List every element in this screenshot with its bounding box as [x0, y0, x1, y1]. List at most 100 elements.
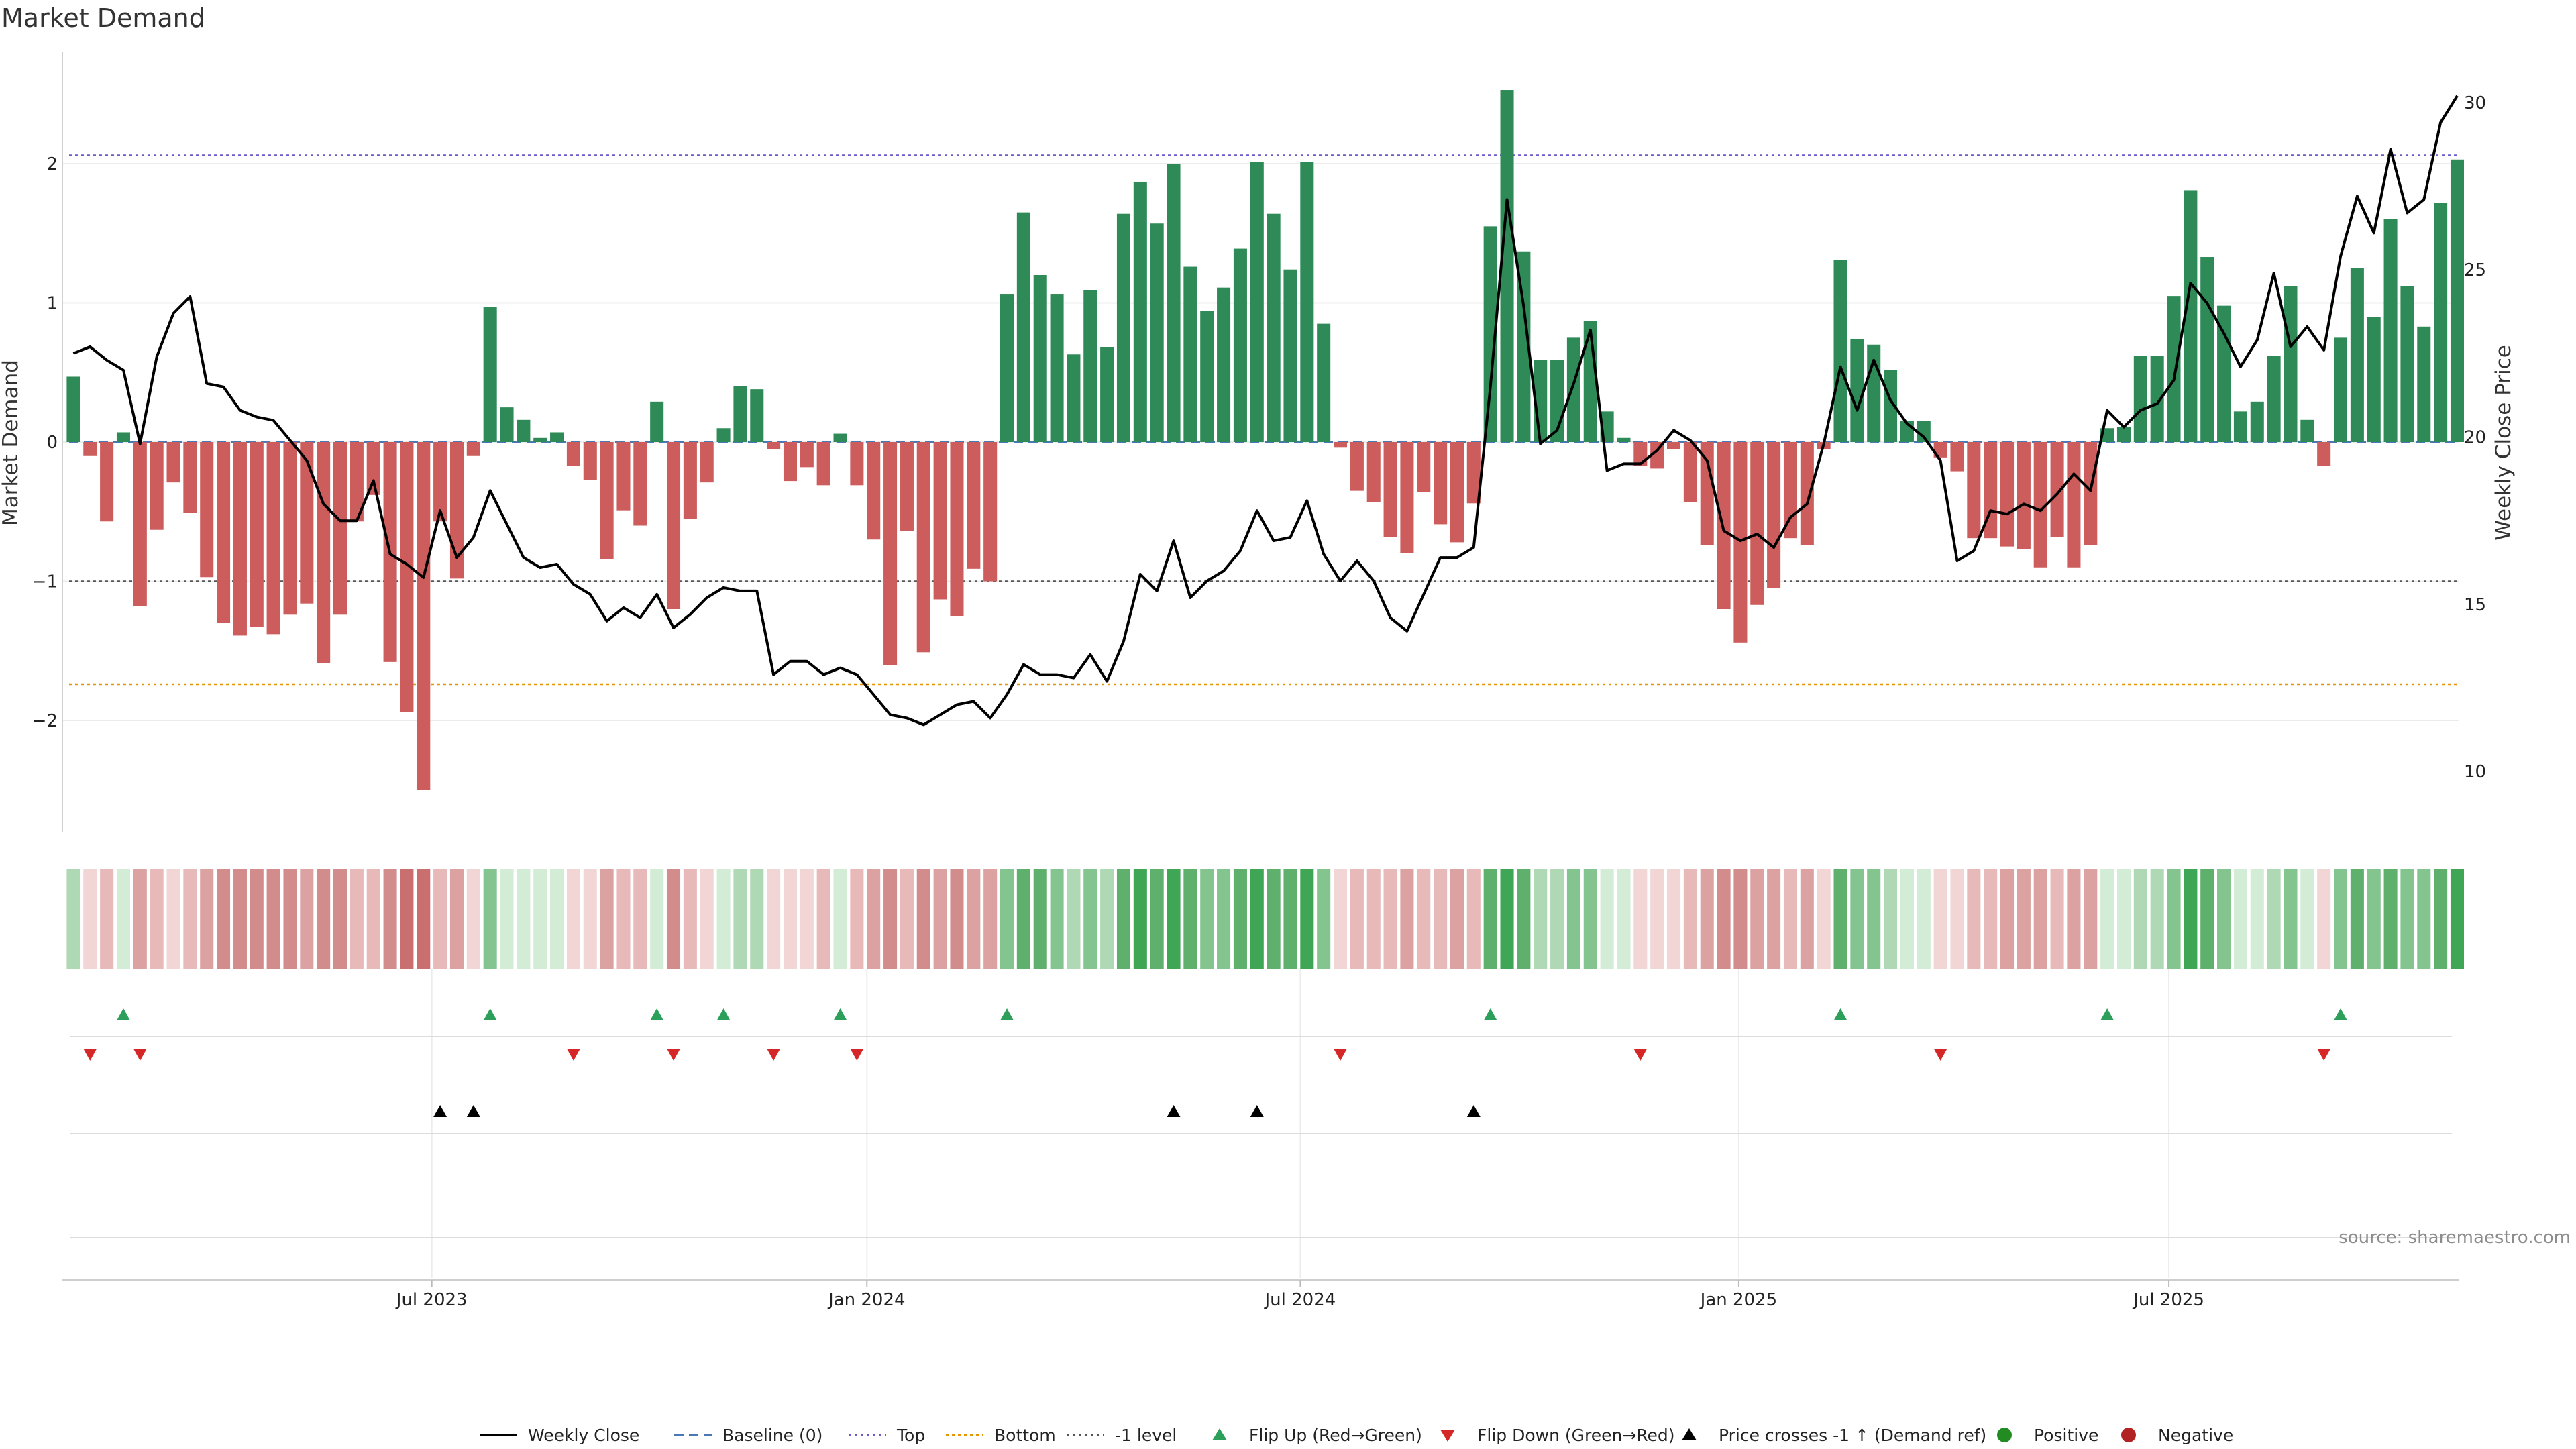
heat-cell — [2250, 869, 2264, 969]
heat-cell — [2067, 869, 2081, 969]
demand-bar — [233, 442, 247, 636]
heat-cell — [166, 869, 180, 969]
heat-cell — [2367, 869, 2381, 969]
legend-label: Baseline (0) — [722, 1426, 822, 1445]
demand-bar — [1250, 162, 1264, 443]
heat-cell — [2100, 869, 2114, 969]
heat-cell — [900, 869, 914, 969]
demand-bar — [550, 432, 564, 442]
demand-bar — [950, 442, 964, 616]
heat-cell — [83, 869, 97, 969]
flip-down-marker — [2317, 1049, 2331, 1061]
price-cross-marker — [466, 1105, 480, 1117]
demand-bar — [1100, 347, 1114, 442]
heat-cell — [566, 869, 580, 969]
demand-bar — [2317, 442, 2331, 466]
demand-bar — [1167, 164, 1181, 442]
heat-cell — [1933, 869, 1947, 969]
heat-cell — [1950, 869, 1964, 969]
demand-bar — [366, 442, 380, 495]
flip-down-marker — [667, 1049, 681, 1061]
demand-bar — [2350, 268, 2364, 442]
heat-cell — [1483, 869, 1497, 969]
heat-cell — [967, 869, 981, 969]
heat-cell — [883, 869, 898, 969]
heat-cell — [1717, 869, 1731, 969]
flip-up-marker — [1833, 1008, 1847, 1020]
heat-cell — [2317, 869, 2331, 969]
legend-swatch-triangle — [1440, 1430, 1455, 1442]
heat-cell — [1167, 869, 1181, 969]
demand-bar — [250, 442, 264, 627]
demand-bar — [750, 389, 764, 442]
demand-bar — [333, 442, 347, 615]
demand-bar — [1850, 339, 1864, 442]
heat-cell — [350, 869, 364, 969]
legend-item-cross: Price crosses -1 ↑ (Demand ref) — [1682, 1426, 1986, 1445]
heat-cell — [1534, 869, 1548, 969]
legend-label: Price crosses -1 ↑ (Demand ref) — [1719, 1426, 1986, 1445]
heat-cell — [250, 869, 264, 969]
heat-cell — [433, 869, 447, 969]
heat-cell — [333, 869, 347, 969]
demand-bar — [2033, 442, 2047, 568]
legend-item-minus1: -1 level — [1067, 1426, 1177, 1445]
heat-cell — [1917, 869, 1931, 969]
weekly-close-price-line — [72, 95, 2459, 727]
heat-cell — [933, 869, 947, 969]
demand-bar — [1500, 90, 1514, 442]
demand-bar — [600, 442, 614, 559]
demand-bar — [916, 442, 930, 653]
demand-bar — [1300, 162, 1314, 443]
heat-cell — [1450, 869, 1464, 969]
demand-bar — [166, 442, 180, 483]
heat-cell — [116, 869, 130, 969]
legend-label: Negative — [2158, 1426, 2233, 1445]
heat-cell — [950, 869, 964, 969]
demand-bar — [2167, 296, 2181, 442]
heat-cell — [750, 869, 764, 969]
demand-bar — [616, 442, 631, 511]
heat-cell — [700, 869, 714, 969]
demand-bar — [116, 432, 130, 442]
heat-cell — [2233, 869, 2247, 969]
demand-bar — [500, 407, 514, 442]
y-tick-label-left: 1 — [46, 294, 58, 314]
y-tick-label-left: 2 — [46, 154, 58, 174]
demand-bar — [1967, 442, 1981, 539]
heat-cell — [183, 869, 197, 969]
heat-cell — [1583, 869, 1597, 969]
heat-cell — [1200, 869, 1214, 969]
y-tick-label-right: 15 — [2464, 595, 2486, 615]
heat-cell — [2300, 869, 2314, 969]
legend-item-negative: Negative — [2121, 1426, 2233, 1445]
heat-cell — [1383, 869, 1397, 969]
demand-bar — [150, 442, 164, 530]
y-axis-label-left: Market Demand — [0, 360, 23, 526]
heat-cell — [2284, 869, 2298, 969]
demand-bar — [2250, 401, 2264, 442]
demand-bar — [1434, 442, 1448, 525]
heat-cell — [733, 869, 747, 969]
heat-cell — [2017, 869, 2031, 969]
heat-cell — [417, 869, 431, 969]
heat-cell — [449, 869, 464, 969]
heat-cell — [1617, 869, 1631, 969]
demand-bar — [1050, 294, 1064, 442]
demand-bar — [1884, 370, 1898, 442]
demand-bar — [1033, 275, 1047, 442]
demand-bar — [283, 442, 297, 615]
heat-cell — [1267, 869, 1281, 969]
demand-bar — [1217, 287, 1231, 442]
demand-bar — [2450, 159, 2464, 442]
demand-bar — [800, 442, 814, 468]
demand-bar — [1233, 248, 1247, 442]
demand-bar — [867, 442, 881, 540]
demand-bar — [1683, 442, 1697, 502]
demand-bar — [633, 442, 647, 526]
demand-bar — [733, 386, 747, 442]
demand-bar — [883, 442, 898, 665]
heat-cell — [867, 869, 881, 969]
heat-cell — [1700, 869, 1714, 969]
demand-bar — [1833, 260, 1847, 442]
